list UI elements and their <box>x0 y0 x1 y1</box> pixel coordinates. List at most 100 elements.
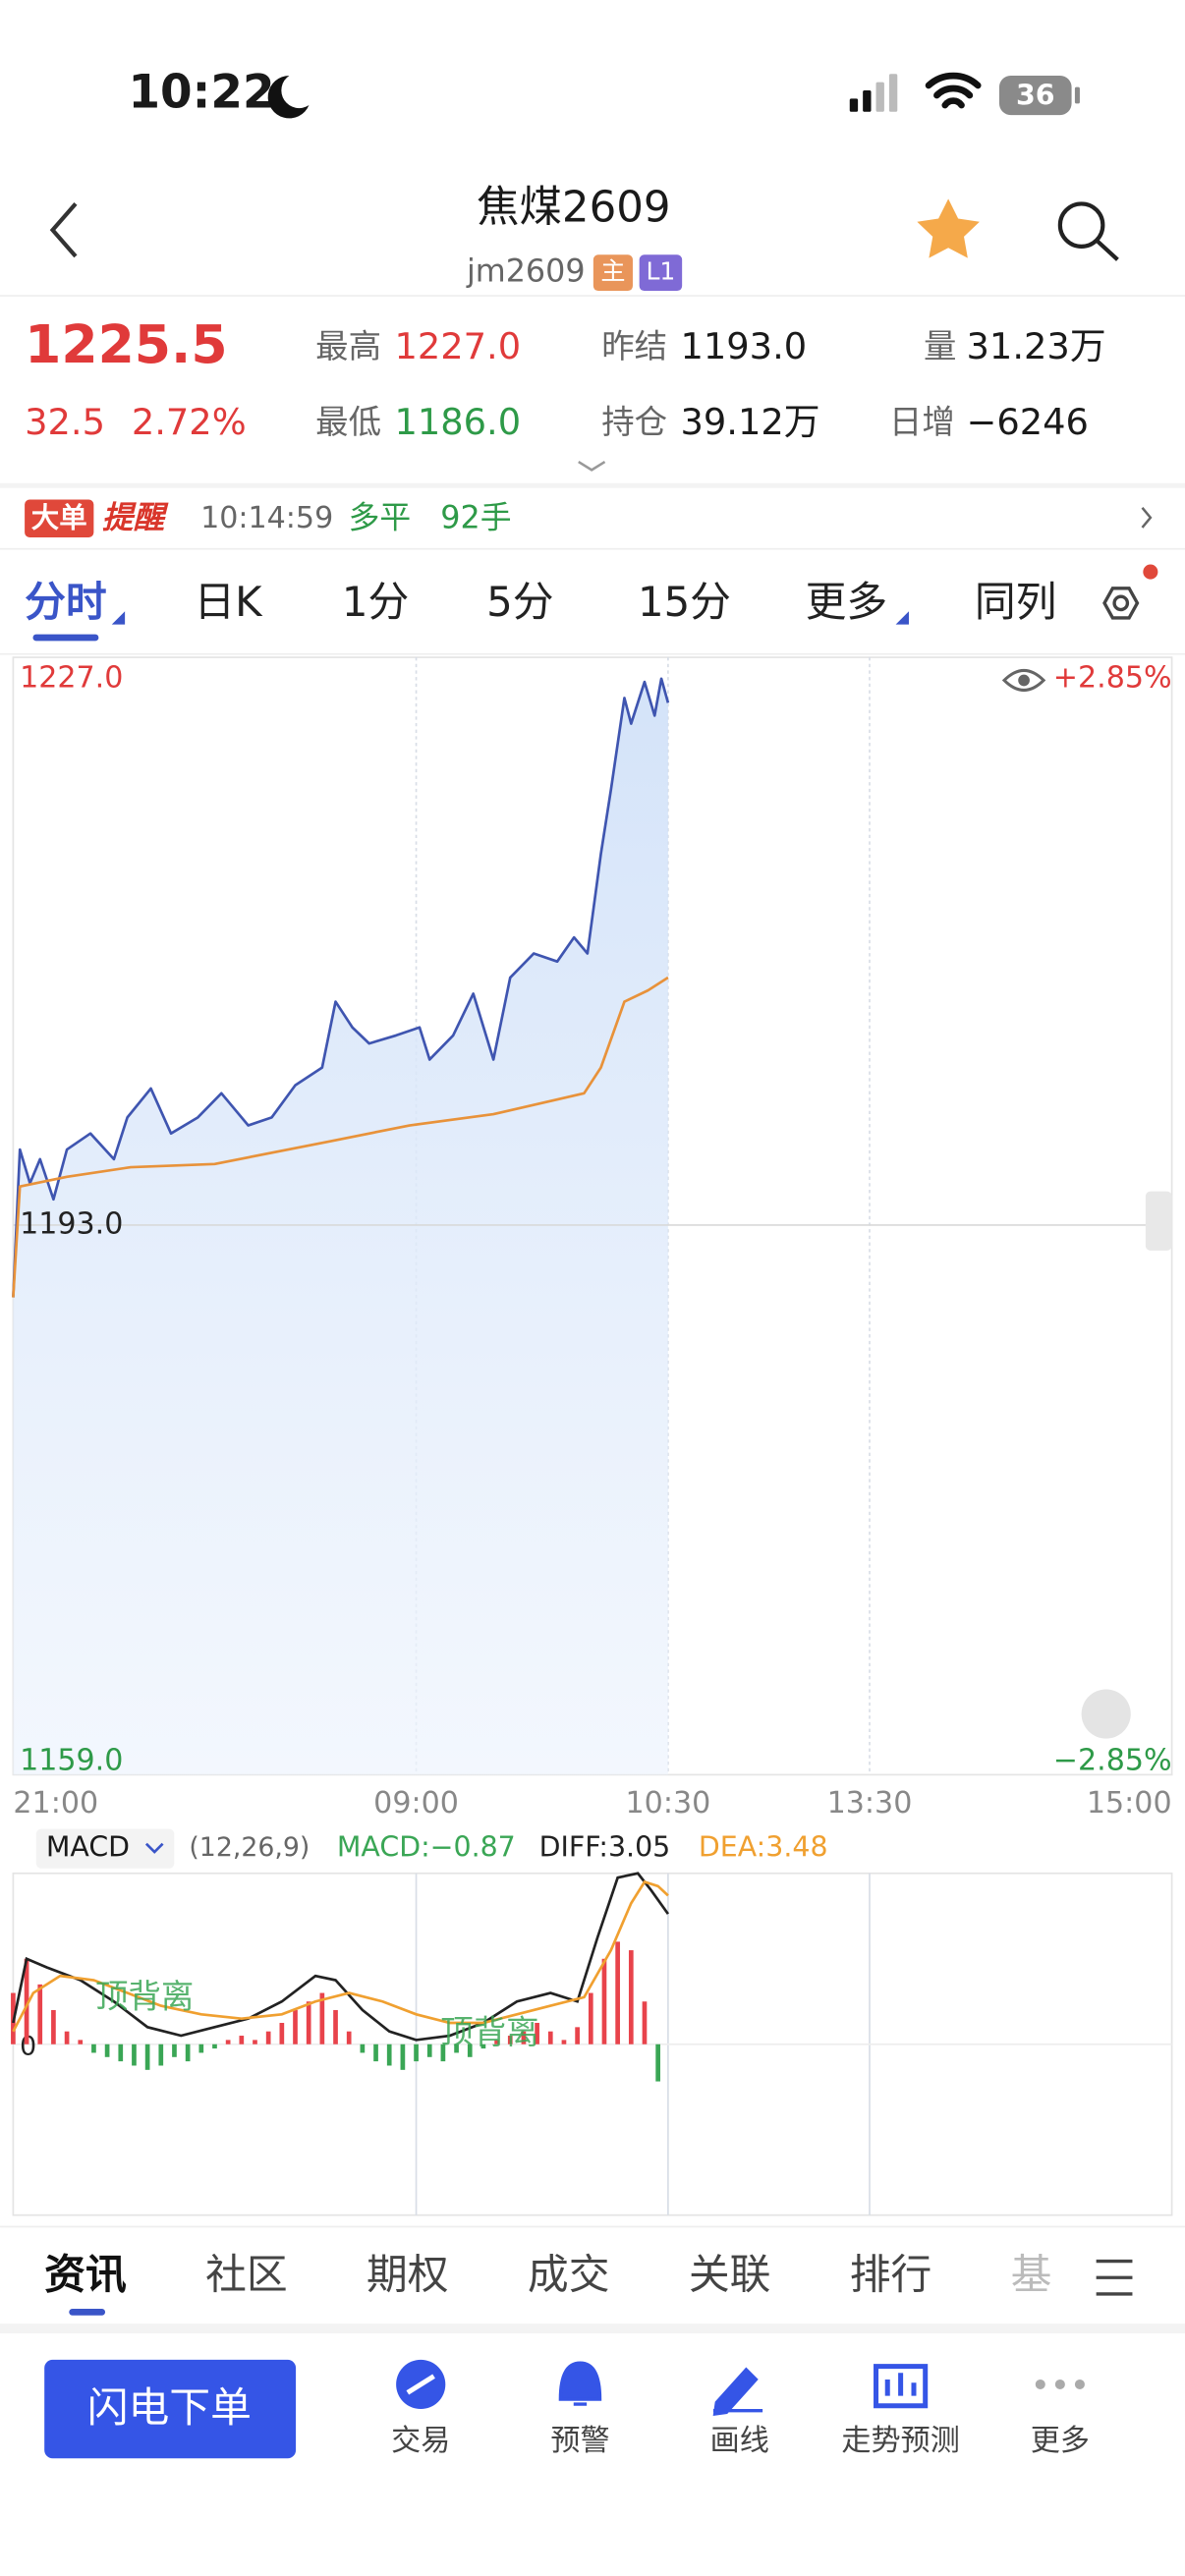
x-tick-label: 15:00 <box>1087 1786 1172 1820</box>
content-tab[interactable]: 成交 <box>528 2251 610 2299</box>
x-tick-label: 10:30 <box>626 1786 711 1820</box>
macd-line <box>12 1879 669 2033</box>
macd-bar <box>279 2022 285 2044</box>
macd-bar <box>547 2031 553 2044</box>
macd-bar <box>253 2040 257 2044</box>
legend-entry: DIFF:3.05 <box>539 1831 671 1864</box>
macd-bar <box>51 2009 56 2044</box>
indicator-select[interactable]: MACD <box>46 1831 130 1864</box>
macd-bar <box>400 2044 406 2070</box>
macd-bar <box>333 2009 338 2044</box>
alert-tag-bg <box>25 499 94 537</box>
macd-bar <box>239 2036 245 2044</box>
macd-bar <box>319 1992 325 2044</box>
toolbar-item[interactable]: 走势预测 <box>841 2424 959 2458</box>
content-tab[interactable]: 期权 <box>367 2251 449 2299</box>
badge-bg <box>592 254 633 292</box>
macd-bar <box>144 2044 150 2070</box>
expand-chevron[interactable] <box>578 460 606 472</box>
y-tick-label: 1159.0 <box>20 1744 123 1778</box>
toolbar-item[interactable]: 画线 <box>710 2424 769 2458</box>
badge: 主 <box>600 257 625 286</box>
toolbar-item[interactable]: 交易 <box>391 2424 450 2458</box>
wifi-icon <box>925 72 982 109</box>
period-tab[interactable]: 同列 <box>975 578 1057 626</box>
menu-button[interactable] <box>1096 2259 1133 2296</box>
back-button[interactable] <box>49 202 78 258</box>
price-line <box>12 677 670 1298</box>
search-button[interactable] <box>1057 201 1119 261</box>
instrument-code: jm2609 <box>466 254 586 290</box>
macd-bar <box>521 2031 527 2044</box>
status-time: 10:22 <box>128 67 274 120</box>
macd-bar <box>414 2044 419 2062</box>
battery-tip <box>1074 86 1080 104</box>
macd-bar <box>480 2044 486 2049</box>
x-tick-label: 09:00 <box>373 1786 459 1820</box>
macd-bar <box>104 2044 110 2057</box>
period-tab[interactable]: 5分 <box>486 578 553 626</box>
y2-tick-label: +2.85% <box>1053 660 1172 695</box>
macd-bar <box>91 2044 96 2053</box>
macd-bar <box>306 2001 311 2044</box>
alert-more[interactable] <box>1141 507 1153 529</box>
content-tab[interactable]: 社区 <box>205 2251 288 2299</box>
alert-action: 多平 <box>349 501 412 536</box>
tab-underline <box>32 634 99 642</box>
content-tab[interactable]: 排行 <box>850 2251 932 2299</box>
more-icon <box>1035 2379 1085 2389</box>
tab-caret <box>895 611 909 625</box>
field-label: 量 <box>924 327 956 365</box>
side-handle[interactable] <box>1145 1191 1172 1251</box>
favorite-star[interactable] <box>917 198 980 258</box>
forecast-icon-bars <box>884 2373 917 2396</box>
macd-bar <box>24 1958 29 2044</box>
indicator-select-bg[interactable] <box>35 1828 175 1869</box>
period-tab[interactable]: 分时 <box>25 578 107 626</box>
macd-bar <box>185 2044 191 2062</box>
fullscreen-button[interactable] <box>1081 1689 1131 1739</box>
content-tab[interactable]: 基 <box>1011 2251 1052 2299</box>
content-tab[interactable]: 资讯 <box>44 2251 127 2299</box>
field-label: 昨结 <box>601 327 667 365</box>
toolbar-item[interactable]: 预警 <box>550 2424 609 2458</box>
period-tab[interactable]: 日K <box>194 578 263 626</box>
macd-bar <box>467 2044 473 2057</box>
divider <box>0 482 1185 488</box>
price-change: 32.5 <box>25 401 105 443</box>
select-chevron <box>144 1842 164 1854</box>
macd-bar <box>132 2044 137 2066</box>
macd-bar <box>373 2044 378 2062</box>
macd-bar <box>494 2040 499 2044</box>
settings-button[interactable] <box>1102 564 1158 620</box>
period-tab[interactable]: 更多 <box>806 578 888 626</box>
toolbar-item[interactable]: 更多 <box>1031 2424 1090 2458</box>
quick-order-button[interactable] <box>44 2359 297 2459</box>
indicator-params: (12,26,9) <box>189 1832 310 1863</box>
quick-order-label[interactable]: 闪电下单 <box>87 2383 252 2432</box>
field-value: 1193.0 <box>680 325 807 367</box>
content-tab[interactable]: 关联 <box>689 2251 771 2299</box>
y-tick-label: 1193.0 <box>20 1206 123 1241</box>
period-tab[interactable]: 15分 <box>638 578 731 626</box>
macd-bar <box>346 2031 352 2044</box>
y-tick-label: 1227.0 <box>20 660 123 695</box>
price-area <box>13 678 668 1775</box>
field-value: 1227.0 <box>394 325 521 367</box>
battery-level: 36 <box>1016 80 1055 112</box>
period-tab[interactable]: 1分 <box>342 578 409 626</box>
eye-icon[interactable] <box>1001 668 1046 692</box>
macd-bar <box>655 2044 660 2082</box>
field-value: 39.12万 <box>680 401 819 443</box>
macd-bar <box>507 2036 513 2044</box>
macd-bar <box>426 2044 432 2057</box>
macd-bar <box>535 2022 539 2044</box>
x-tick-label: 13:30 <box>827 1786 913 1820</box>
divider <box>0 2324 1185 2334</box>
y2-tick-label: −2.85% <box>1053 1744 1172 1778</box>
macd-bar <box>615 1941 620 2044</box>
alert-kind: 提醒 <box>102 501 170 536</box>
macd-line <box>12 1872 669 2042</box>
